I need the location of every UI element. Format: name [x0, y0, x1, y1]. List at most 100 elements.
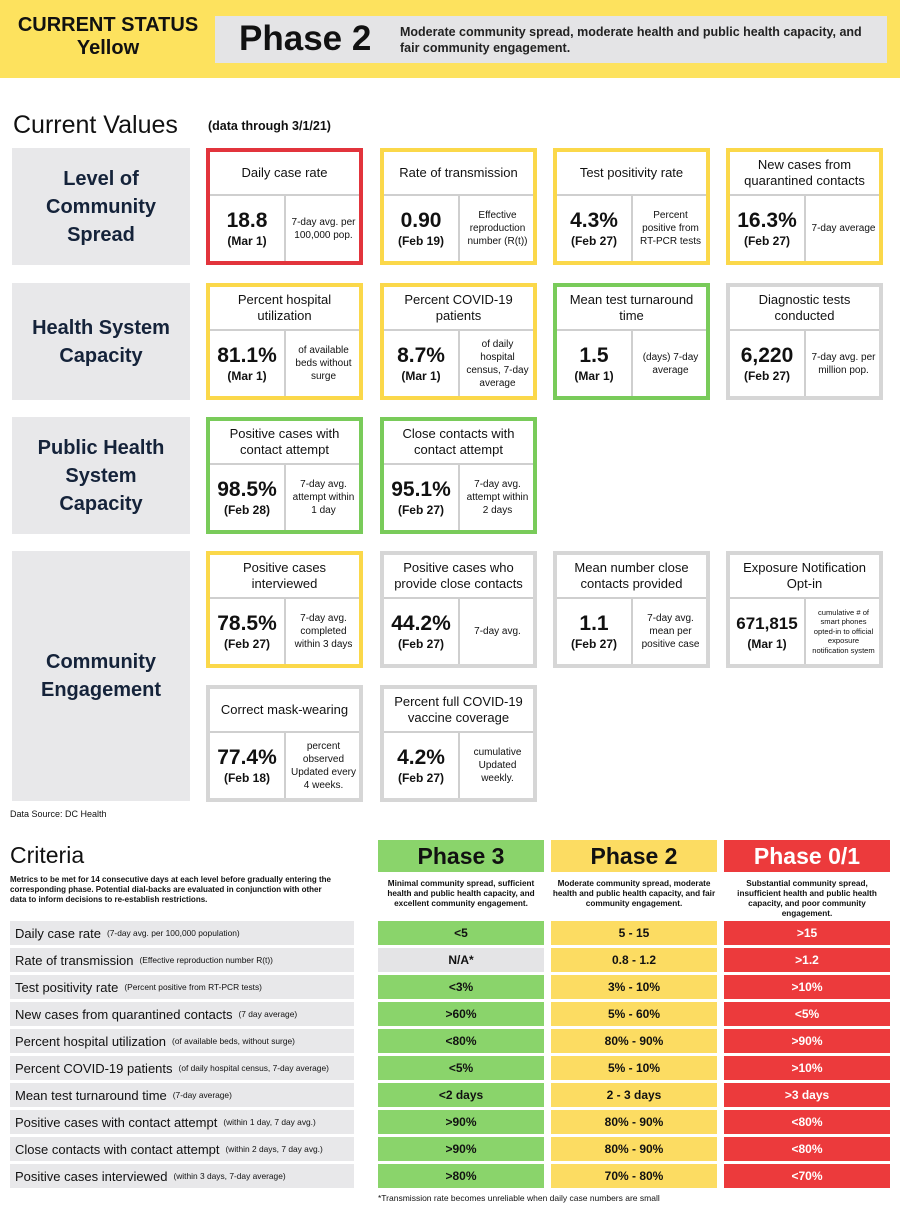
metric-card-exposure-notification: Exposure Notification Opt-in 671,815 (Mar…: [726, 551, 883, 668]
metric-date: (Mar 1): [401, 368, 441, 383]
metric-description: 7-day avg. attempt within 1 day: [292, 479, 355, 516]
metric-description: 7-day avg. mean per positive case: [641, 613, 700, 650]
data-source: Data Source: DC Health: [10, 809, 107, 819]
metric-value: 8.7%: [397, 343, 445, 367]
metric-date: (Mar 1): [227, 233, 267, 248]
phase-2-header: Phase 2: [551, 840, 717, 872]
criteria-note: Metrics to be met for 14 consecutive day…: [10, 875, 331, 904]
phase-0-1-header: Phase 0/1: [724, 840, 890, 872]
current-phase: Phase 2: [239, 19, 372, 58]
metric-title: Percent COVID-19 patients: [384, 287, 533, 331]
criteria-cell-phase-3: >90%: [378, 1137, 544, 1161]
phase-description: Moderate community spread, moderate heal…: [400, 25, 862, 55]
criteria-cell-phase-3: >90%: [378, 1110, 544, 1134]
criteria-cell-phase-2: 5 - 15: [551, 921, 717, 945]
row-label-community-spread: Level of Community Spread: [12, 148, 190, 265]
criteria-cell-phase-3: N/A*: [378, 948, 544, 972]
metric-description: of available beds without surge: [295, 345, 352, 382]
metric-description: Percent positive from RT-PCR tests: [640, 210, 701, 247]
footnote: *Transmission rate becomes unreliable wh…: [378, 1193, 660, 1203]
metric-title: Percent hospital utilization: [210, 287, 359, 331]
metric-description: cumulative Updated weekly.: [473, 747, 522, 784]
phase-3-description: Minimal community spread, sufficient hea…: [387, 879, 535, 908]
metric-value: 77.4%: [217, 745, 277, 769]
metric-card-test-turnaround: Mean test turnaround time 1.5 (Mar 1) (da…: [553, 283, 710, 400]
criteria-name: Percent COVID-19 patients: [15, 1060, 173, 1076]
metric-description: percent observed Updated every 4 weeks.: [290, 740, 357, 791]
metric-card-contacts-contact-attempt: Close contacts with contact attempt 95.1…: [380, 417, 537, 534]
criteria-unit: (7-day average): [172, 1090, 232, 1100]
metric-date: (Mar 1): [227, 368, 267, 383]
metric-card-cases-interviewed: Positive cases interviewed 78.5% (Feb 27)…: [206, 551, 363, 668]
status-color: Yellow: [76, 37, 140, 59]
metric-card-covid-patients: Percent COVID-19 patients 8.7% (Mar 1) of…: [380, 283, 537, 400]
metric-value: 1.1: [579, 611, 609, 635]
metric-title: Exposure Notification Opt-in: [730, 555, 879, 599]
row-label-health-system: Health System Capacity: [12, 283, 190, 400]
criteria-cell-phase-3: <80%: [378, 1029, 544, 1053]
criteria-cell-phase-2: 0.8 - 1.2: [551, 948, 717, 972]
criteria-cell-phase-0-1: <5%: [724, 1002, 890, 1026]
metric-description: cumulative # of smart phones opted-in to…: [812, 607, 875, 655]
metric-date: (Feb 19): [397, 233, 444, 248]
criteria-cell-phase-2: 80% - 90%: [551, 1110, 717, 1134]
metric-title: New cases from quarantined contacts: [730, 152, 879, 196]
criteria-row-label: Percent hospital utilization (of availabl…: [10, 1029, 354, 1053]
metric-title: Daily case rate: [210, 152, 359, 196]
criteria-row-label: Positive cases with contact attempt (with…: [10, 1110, 354, 1134]
metric-value: 4.2%: [397, 745, 445, 769]
criteria-row-label: Percent COVID-19 patients (of daily hospi…: [10, 1056, 354, 1080]
criteria-cell-phase-3: <5%: [378, 1056, 544, 1080]
current-values-subtitle: (data through 3/1/21): [208, 119, 331, 133]
criteria-name: Close contacts with contact attempt: [15, 1141, 220, 1157]
metric-date: (Feb 27): [570, 636, 617, 651]
criteria-name: Test positivity rate: [15, 979, 119, 995]
metric-card-cases-contact-attempt: Positive cases with contact attempt 98.5…: [206, 417, 363, 534]
criteria-title: Criteria: [10, 842, 85, 868]
metric-date: (Feb 27): [570, 233, 617, 248]
status-label: CURRENT STATUS: [17, 14, 199, 36]
metric-card-daily-case-rate: Daily case rate 18.8 (Mar 1) 7-day avg. p…: [206, 148, 363, 265]
phase-3-header: Phase 3: [378, 840, 544, 872]
metric-value: 1.5: [579, 343, 609, 367]
criteria-row-label: Rate of transmission (Effective reproduct…: [10, 948, 354, 972]
criteria-cell-phase-2: 80% - 90%: [551, 1029, 717, 1053]
criteria-cell-phase-2: 5% - 60%: [551, 1002, 717, 1026]
metric-date: (Feb 27): [397, 636, 444, 651]
criteria-cell-phase-0-1: >1.2: [724, 948, 890, 972]
criteria-cell-phase-0-1: >90%: [724, 1029, 890, 1053]
metric-date: (Feb 27): [397, 502, 444, 517]
criteria-cell-phase-0-1: <80%: [724, 1110, 890, 1134]
metric-date: (Feb 28): [223, 502, 270, 517]
criteria-name: New cases from quarantined contacts: [15, 1006, 233, 1022]
metric-title: Mean test turnaround time: [557, 287, 706, 331]
metric-date: (Feb 27): [223, 636, 270, 651]
metric-description: of daily hospital census, 7-day average: [466, 338, 529, 389]
criteria-unit: (within 1 day, 7 day avg.): [223, 1117, 316, 1127]
metric-date: (Feb 27): [743, 233, 790, 248]
metric-value: 44.2%: [391, 611, 451, 635]
metric-value: 0.90: [400, 208, 442, 232]
row-label-public-health: Public Health System Capacity: [12, 417, 190, 534]
metric-title: Rate of transmission: [384, 152, 533, 196]
criteria-cell-phase-2: 5% - 10%: [551, 1056, 717, 1080]
metric-title: Positive cases who provide close contact…: [384, 555, 533, 599]
metric-card-quarantined-contacts: New cases from quarantined contacts 16.3…: [726, 148, 883, 265]
metric-description: Effective reproduction number (R(t)): [467, 210, 528, 247]
status-banner: CURRENT STATUS Yellow Phase 2 Moderate c…: [0, 0, 900, 78]
criteria-cell-phase-3: >60%: [378, 1002, 544, 1026]
metric-date: (Mar 1): [747, 636, 787, 651]
criteria-row-label: New cases from quarantined contacts (7 da…: [10, 1002, 354, 1026]
metric-date: (Feb 27): [743, 368, 790, 383]
metric-value: 671,815: [736, 613, 798, 633]
metric-value: 98.5%: [217, 477, 277, 501]
criteria-row-label: Mean test turnaround time (7-day average): [10, 1083, 354, 1107]
criteria-cell-phase-3: <2 days: [378, 1083, 544, 1107]
metric-card-mean-close-contacts: Mean number close contacts provided 1.1(…: [553, 551, 710, 668]
metric-description: 7-day avg. per million pop.: [811, 351, 876, 376]
criteria-cell-phase-3: <5: [378, 921, 544, 945]
criteria-cell-phase-0-1: >10%: [724, 1056, 890, 1080]
metric-title: Positive cases interviewed: [210, 555, 359, 599]
metric-value: 18.8: [226, 208, 268, 232]
criteria-unit: (within 3 days, 7-day average): [173, 1171, 286, 1181]
